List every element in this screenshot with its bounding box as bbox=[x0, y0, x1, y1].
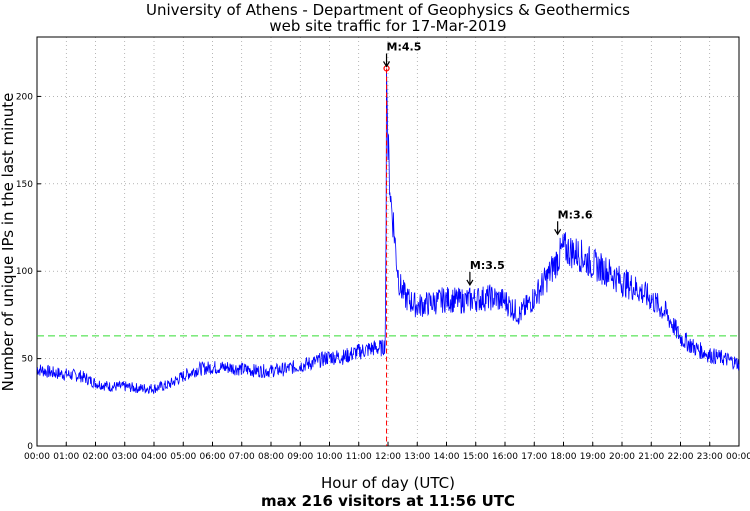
chart-footer: max 216 visitors at 11:56 UTC bbox=[261, 492, 515, 510]
annotation-label: M:4.5 bbox=[387, 40, 422, 53]
annotation-label: M:3.6 bbox=[558, 208, 593, 221]
x-tick-label: 16:00 bbox=[492, 452, 518, 462]
chart-title: University of Athens - Department of Geo… bbox=[146, 1, 630, 19]
traffic-series-line bbox=[36, 68, 740, 395]
ticks-layer: 00:00 01:00 02:00 03:00 04:00 05:00 06:00 07:00… bbox=[16, 92, 750, 462]
annotation-layer: M:4.5 M:3.5 M:3.6 bbox=[383, 40, 593, 287]
x-tick-label: 18:00 bbox=[551, 452, 577, 462]
x-tick-label: 00:00 bbox=[726, 452, 750, 462]
x-tick-label: 06:00 bbox=[200, 452, 226, 462]
annotation-arrowhead bbox=[466, 279, 474, 287]
x-tick-label: 19:00 bbox=[580, 452, 606, 462]
x-tick-label: 13:00 bbox=[404, 452, 430, 462]
x-tick-label: 02:00 bbox=[83, 452, 109, 462]
x-tick-label: 03:00 bbox=[112, 452, 138, 462]
annotation-label: M:3.5 bbox=[470, 259, 505, 272]
x-tick-label: 00:00 bbox=[24, 452, 50, 462]
x-tick-label: 12:00 bbox=[375, 452, 401, 462]
x-tick-label: 21:00 bbox=[638, 452, 664, 462]
x-tick-label: 04:00 bbox=[141, 452, 167, 462]
x-tick-label: 05:00 bbox=[170, 452, 196, 462]
x-tick-label: 08:00 bbox=[258, 452, 284, 462]
series-layer bbox=[36, 65, 740, 446]
x-tick-label: 14:00 bbox=[434, 452, 460, 462]
x-tick-label: 17:00 bbox=[521, 452, 547, 462]
x-tick-label: 22:00 bbox=[668, 452, 694, 462]
annotation-arrowhead bbox=[383, 61, 391, 68]
y-tick-label: 150 bbox=[16, 180, 33, 190]
chart-subtitle: web site traffic for 17-Mar-2019 bbox=[269, 17, 506, 35]
y-tick-label: 100 bbox=[16, 267, 33, 277]
y-tick-label: 200 bbox=[16, 92, 33, 102]
y-tick-label: 50 bbox=[22, 355, 34, 365]
annotation-arrowhead bbox=[554, 228, 562, 236]
y-tick-label: 0 bbox=[27, 442, 33, 452]
x-axis-label: Hour of day (UTC) bbox=[321, 474, 455, 492]
y-axis-label: Number of unique IPs in the last minute bbox=[0, 93, 17, 392]
x-tick-label: 09:00 bbox=[287, 452, 313, 462]
x-tick-label: 15:00 bbox=[463, 452, 489, 462]
x-tick-label: 20:00 bbox=[609, 452, 635, 462]
grid-layer bbox=[37, 37, 739, 446]
x-tick-label: 07:00 bbox=[229, 452, 255, 462]
x-tick-label: 23:00 bbox=[697, 452, 723, 462]
x-tick-label: 10:00 bbox=[317, 452, 343, 462]
x-tick-label: 11:00 bbox=[346, 452, 372, 462]
x-tick-label: 01:00 bbox=[53, 452, 79, 462]
